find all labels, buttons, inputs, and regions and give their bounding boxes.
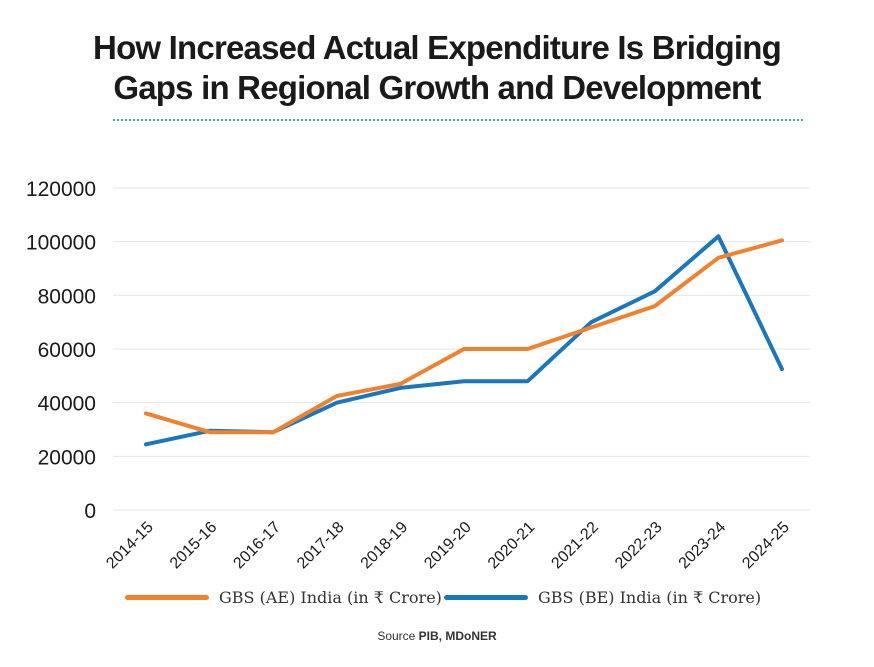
x-tick-label: 2014-15 [103, 519, 157, 573]
chart-title-line-1: How Increased Actual Expenditure Is Brid… [93, 29, 782, 66]
source-note: Source PIB, MDoNER [0, 629, 874, 643]
y-tick-label: 120000 [26, 178, 96, 201]
y-tick-label: 100000 [26, 232, 96, 255]
x-tick-label: 2015-16 [167, 519, 221, 573]
y-axis-tick-labels: 0 20000 40000 60000 80000 100000 120000 [26, 178, 96, 523]
chart-title: How Increased Actual Expenditure Is Brid… [0, 28, 874, 108]
legend-item-ae: GBS (AE) India (in ₹ Crore) [125, 588, 442, 607]
legend-label-ae: GBS (AE) India (in ₹ Crore) [219, 588, 442, 607]
y-tick-label: 0 [84, 500, 96, 523]
y-tick-label: 40000 [38, 393, 96, 416]
line-chart: 0 20000 40000 60000 80000 100000 120000 2014-1… [26, 178, 810, 573]
y-tick-label: 80000 [38, 285, 96, 308]
series-line-be [144, 234, 784, 447]
chart-title-line-2: Gaps in Regional Growth and Development [113, 69, 761, 106]
legend-swatch-ae [125, 595, 209, 600]
x-tick-label: 2016-17 [230, 519, 284, 573]
source-prefix: Source [377, 629, 419, 643]
x-tick-label: 2020-21 [485, 519, 539, 573]
legend-swatch-be [444, 595, 528, 600]
y-tick-label: 60000 [38, 339, 96, 362]
y-tick-label: 20000 [38, 446, 96, 469]
x-tick-label: 2019-20 [421, 519, 475, 573]
series-lines [144, 234, 784, 447]
x-tick-label: 2018-19 [358, 519, 412, 573]
x-axis-tick-labels: 2014-15 2015-16 2016-17 2017-18 2018-19 2019-… [103, 519, 793, 573]
x-tick-label: 2022-23 [612, 519, 666, 573]
x-tick-label: 2023-24 [676, 519, 730, 573]
legend: GBS (AE) India (in ₹ Crore) GBS (BE) Ind… [0, 588, 874, 618]
series-line-ae [144, 238, 784, 435]
x-tick-label: 2024-25 [739, 519, 793, 573]
title-divider [113, 119, 803, 121]
x-tick-label: 2021-22 [548, 519, 602, 573]
legend-item-be: GBS (BE) India (in ₹ Crore) [444, 588, 761, 607]
source-name: PIB, MDoNER [418, 629, 497, 643]
x-tick-label: 2017-18 [294, 519, 348, 573]
legend-label-be: GBS (BE) India (in ₹ Crore) [538, 588, 762, 607]
